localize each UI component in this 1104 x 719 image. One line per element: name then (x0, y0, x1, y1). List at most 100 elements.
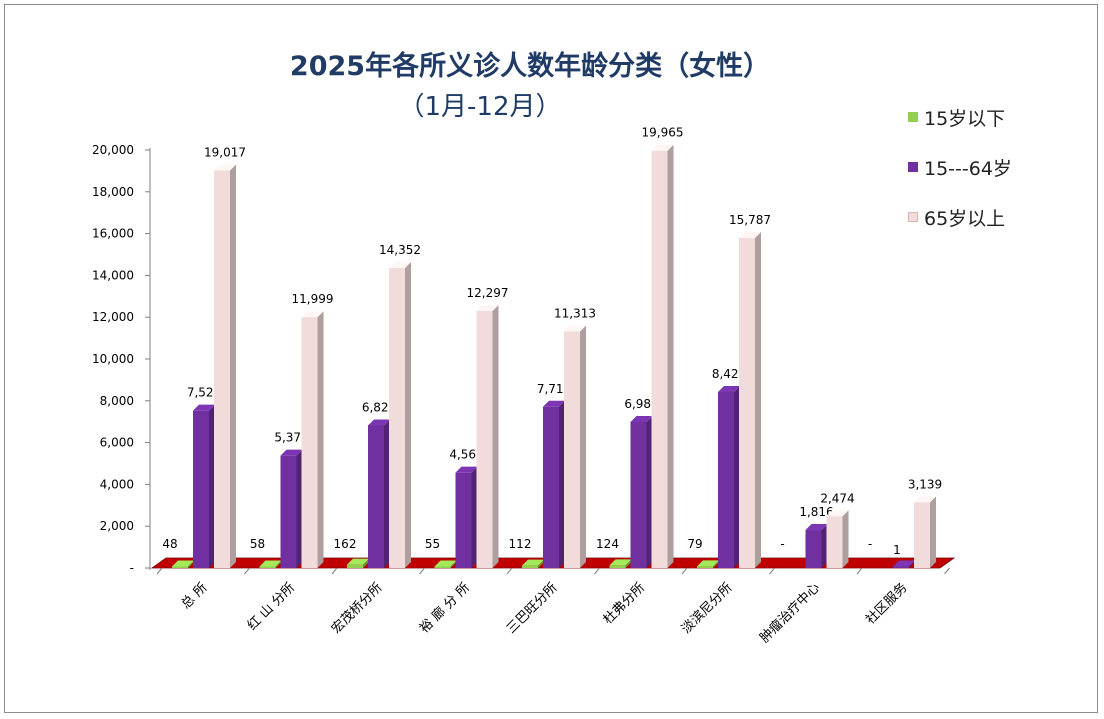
bar-top (543, 400, 565, 407)
data-label: 3,139 (908, 477, 942, 491)
legend-label-over65: 65岁以上 (924, 207, 1006, 230)
bar-top (805, 524, 828, 531)
bar-side (930, 496, 936, 568)
bar-side (646, 415, 653, 568)
data-label: 7,715 (537, 382, 571, 396)
bar (697, 566, 713, 568)
y-tick-label: 2,000 (100, 519, 134, 533)
bar-top (389, 262, 411, 269)
x-tick (331, 567, 338, 575)
bar-side (538, 559, 544, 568)
legend-swatch-15-64 (908, 162, 918, 172)
bar (893, 566, 909, 568)
data-label: 79 (687, 537, 702, 551)
x-tick (506, 567, 513, 575)
bar-top (697, 560, 719, 567)
bar-side (230, 164, 236, 569)
bar (805, 530, 822, 568)
bar (564, 331, 580, 568)
bar-side (384, 419, 390, 568)
bar (389, 268, 405, 568)
x-tick-label: 社区服务 (862, 580, 910, 628)
bar-top (893, 560, 915, 567)
data-label: 19,017 (204, 146, 246, 160)
legend-item-under15: 15岁以下 (908, 92, 1012, 142)
legend-swatch-under15 (908, 112, 918, 122)
bar-side (667, 144, 674, 568)
bar (651, 150, 668, 568)
legend-item-over65: 65岁以上 (908, 192, 1012, 242)
bar-top (522, 559, 544, 566)
bar (739, 238, 755, 568)
x-tick-label: 肿瘤治疗中心 (757, 580, 823, 646)
x-tick (156, 567, 163, 575)
x-tick (594, 567, 600, 575)
bar (609, 565, 626, 568)
x-tick (856, 567, 863, 575)
bar-side (471, 466, 478, 568)
bar-side (209, 404, 215, 568)
bar-top (826, 510, 849, 517)
bar-side (492, 304, 499, 568)
data-label: 14,352 (379, 243, 421, 257)
bar-top (914, 496, 936, 503)
bar-side (625, 559, 632, 568)
data-label: 19,965 (642, 126, 684, 140)
legend-label-under15: 15岁以下 (924, 107, 1006, 130)
bar (826, 516, 843, 568)
y-tick-label: 20,000 (92, 143, 134, 157)
bar (280, 455, 297, 568)
y-tick-label: 10,000 (92, 352, 134, 366)
data-label: 15,787 (729, 213, 771, 227)
bar-top (172, 560, 194, 567)
data-label: 6,986 (624, 397, 658, 411)
bar-top (630, 415, 653, 422)
bar-top (476, 304, 499, 311)
bar-side (317, 311, 324, 568)
bar-side (559, 400, 565, 568)
bar-side (450, 560, 457, 568)
x-tick-label: 宏茂桥分所 (329, 580, 386, 637)
bar-side (405, 262, 411, 568)
x-tick (681, 567, 688, 575)
bar-top (718, 385, 740, 392)
y-tick-label: 4,000 (100, 477, 134, 491)
bar (914, 502, 930, 568)
bar-top (368, 419, 390, 426)
bar-top (609, 559, 632, 566)
chart-title: 2025年各所义诊人数年龄分类（女性） (289, 51, 771, 82)
bar-side (275, 560, 282, 568)
data-label: 124 (596, 537, 619, 551)
bar (368, 425, 384, 568)
data-label: 4,561 (449, 448, 483, 462)
bar (434, 566, 451, 568)
bar-side (580, 325, 586, 568)
data-label: 5,375 (274, 431, 308, 445)
data-label: 8,424 (712, 367, 746, 381)
legend-item-15-64: 15---64岁 (908, 142, 1012, 192)
bar-top (739, 232, 761, 239)
chart-subtitle: （1月-12月） (398, 92, 562, 122)
data-label: - (780, 537, 784, 551)
legend-swatch-over65 (908, 212, 918, 222)
x-tick (769, 567, 775, 575)
bar (214, 170, 230, 569)
bar-top (259, 560, 282, 567)
bar-top (193, 404, 215, 411)
bar-side (188, 560, 194, 568)
y-tick-label: 16,000 (92, 227, 134, 241)
x-tick (244, 567, 250, 575)
x-tick (419, 567, 425, 575)
bar-top (455, 466, 478, 473)
y-tick-label: 14,000 (92, 268, 134, 282)
bar (522, 565, 538, 568)
bar-top (564, 325, 586, 332)
y-tick-label: - (130, 561, 134, 575)
y-tick-label: 8,000 (100, 394, 134, 408)
bar-side (755, 232, 761, 568)
x-tick-label: 淡滨尼分所 (678, 580, 735, 637)
bar (630, 421, 647, 568)
data-label: 48 (162, 537, 177, 551)
bar-side (363, 558, 369, 568)
